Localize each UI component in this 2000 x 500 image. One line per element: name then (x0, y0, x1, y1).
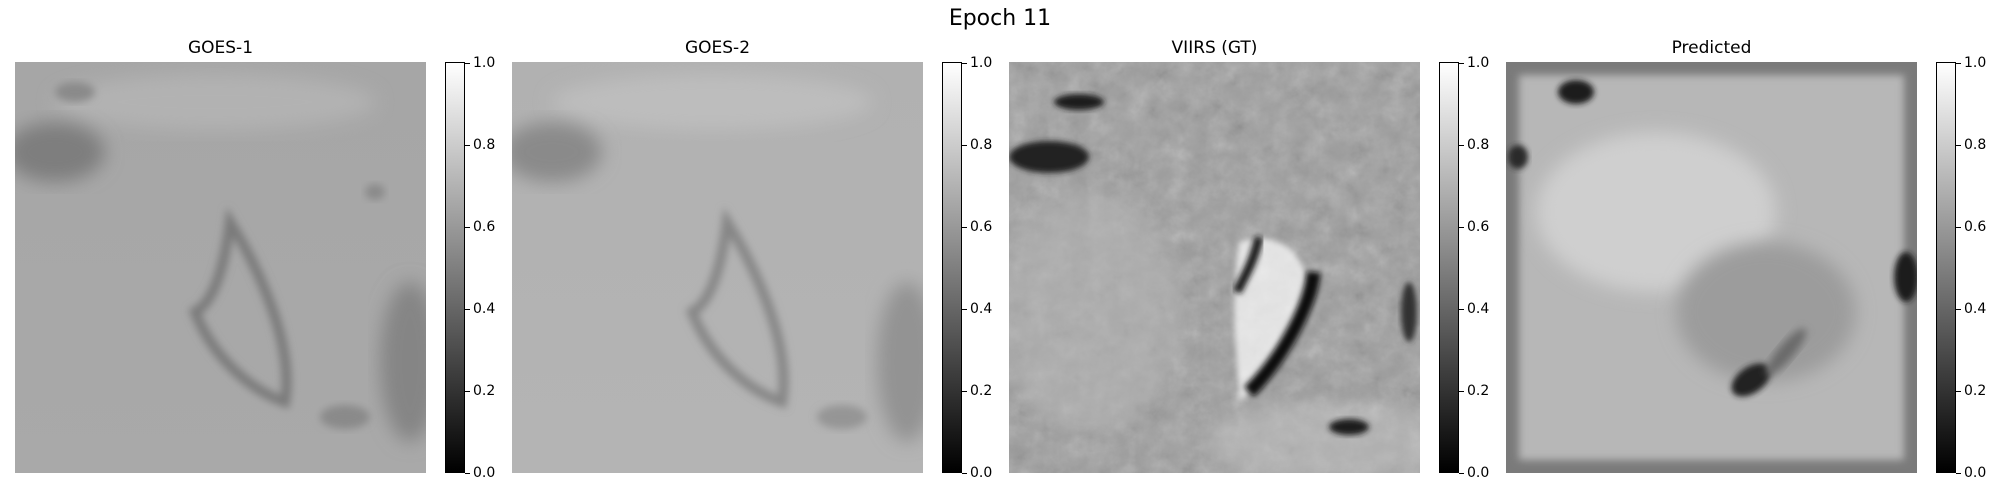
colorbar-tick-label: 0.8 (1467, 137, 1490, 153)
panel-title: GOES-1 (187, 38, 254, 58)
colorbar-tick (465, 308, 470, 310)
colorbar-tick-label: 0.6 (970, 219, 993, 235)
colorbar-tick-label: 0.2 (1467, 383, 1490, 399)
colorbar-tick (1956, 308, 1961, 310)
colorbar-tick-label: 0.8 (473, 137, 496, 153)
goes-2-image (512, 62, 923, 473)
colorbar-tick (1459, 472, 1464, 474)
colorbar-tick (1459, 308, 1464, 310)
colorbar-tick-label: 0.4 (473, 301, 496, 317)
colorbar-tick-label: 0.6 (1467, 219, 1490, 235)
colorbar-tick (1956, 62, 1961, 64)
colorbar-tick-label: 0.4 (1467, 301, 1490, 317)
panel-title: GOES-2 (684, 38, 751, 58)
colorbar-tick-label: 0.2 (970, 383, 993, 399)
colorbar (1439, 62, 1459, 473)
colorbar-tick-label: 1.0 (970, 55, 993, 71)
colorbar-tick-label: 0.0 (970, 465, 993, 481)
colorbar-tick-label: 0.8 (970, 137, 993, 153)
colorbar-tick (1459, 62, 1464, 64)
colorbar-tick (1956, 390, 1961, 392)
colorbar (1936, 62, 1956, 473)
figure-title: Epoch 11 (948, 6, 1052, 31)
colorbar-tick-label: 0.6 (473, 219, 496, 235)
colorbar-tick-label: 0.2 (473, 383, 496, 399)
colorbar-tick (465, 472, 470, 474)
panel-title: VIIRS (GT) (1171, 38, 1258, 58)
panel-title: Predicted (1671, 38, 1752, 58)
predicted-image (1506, 62, 1917, 473)
colorbar-tick (465, 144, 470, 146)
colorbar-tick-label: 1.0 (473, 55, 496, 71)
colorbar (942, 62, 962, 473)
colorbar-tick-label: 0.2 (1964, 383, 1987, 399)
colorbar-tick (465, 62, 470, 64)
colorbar-tick (962, 62, 967, 64)
colorbar-tick-label: 0.8 (1964, 137, 1987, 153)
colorbar-tick-label: 0.0 (1964, 465, 1987, 481)
colorbar-tick (962, 308, 967, 310)
colorbar-tick-label: 1.0 (1964, 55, 1987, 71)
colorbar-tick (962, 226, 967, 228)
colorbar-tick-label: 0.0 (1467, 465, 1490, 481)
colorbar-tick (962, 472, 967, 474)
colorbar-tick-label: 0.6 (1964, 219, 1987, 235)
colorbar-tick (1459, 390, 1464, 392)
colorbar-tick (465, 390, 470, 392)
colorbar-tick (1956, 472, 1961, 474)
colorbar-tick-label: 1.0 (1467, 55, 1490, 71)
colorbar-tick-label: 0.4 (1964, 301, 1987, 317)
colorbar-tick-label: 0.4 (970, 301, 993, 317)
colorbar-tick (962, 390, 967, 392)
colorbar-tick (1956, 144, 1961, 146)
colorbar-tick (962, 144, 967, 146)
colorbar-tick (1956, 226, 1961, 228)
colorbar (445, 62, 465, 473)
colorbar-tick (1459, 144, 1464, 146)
colorbar-tick-label: 0.0 (473, 465, 496, 481)
viirs-gt-image (1009, 62, 1420, 473)
colorbar-tick (465, 226, 470, 228)
goes-1-image (15, 62, 426, 473)
colorbar-tick (1459, 226, 1464, 228)
